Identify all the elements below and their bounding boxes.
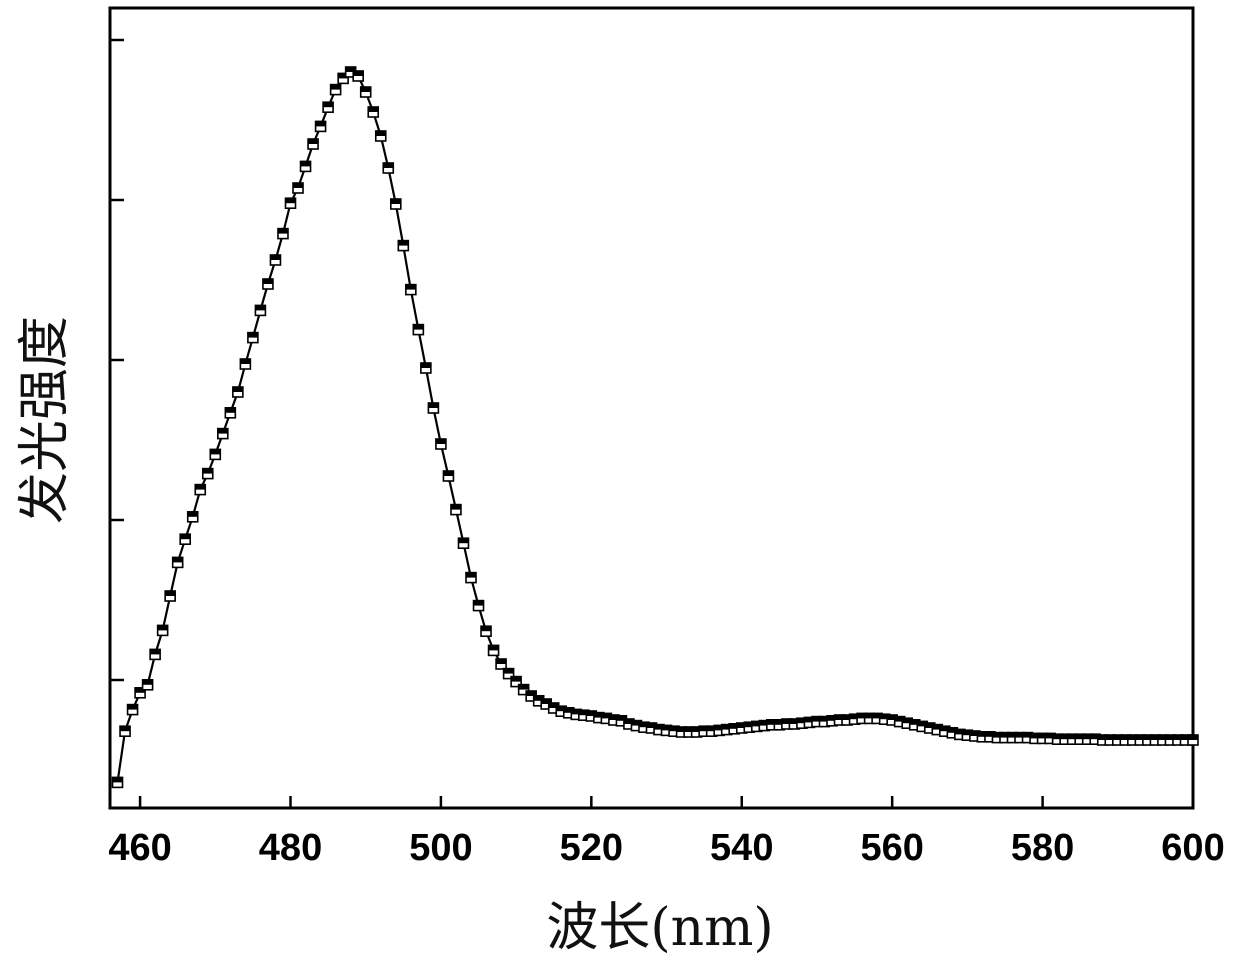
- data-point: [173, 557, 183, 567]
- data-point: [210, 449, 220, 459]
- data-point: [293, 183, 303, 193]
- data-point: [323, 102, 333, 112]
- x-tick-label: 600: [1161, 827, 1224, 869]
- data-point: [165, 591, 175, 601]
- data-point: [263, 279, 273, 289]
- data-point: [248, 333, 258, 343]
- series-line: [118, 72, 1194, 782]
- data-point: [316, 121, 326, 131]
- data-point: [489, 645, 499, 655]
- data-point: [255, 305, 265, 315]
- data-point: [218, 429, 228, 439]
- x-axis-title: 波长(nm): [546, 898, 773, 958]
- data-point: [301, 161, 311, 171]
- x-axis-tick-labels: 460 480 500 520 540 560 580 600: [108, 827, 1224, 869]
- data-point: [406, 285, 416, 295]
- data-point: [391, 199, 401, 209]
- data-point: [466, 573, 476, 583]
- x-tick-label: 560: [860, 827, 923, 869]
- data-point: [331, 85, 341, 95]
- data-point: [413, 325, 423, 335]
- data-point: [128, 705, 138, 715]
- x-tick-label: 520: [560, 827, 623, 869]
- data-point: [361, 87, 371, 97]
- data-point: [278, 229, 288, 239]
- data-point: [398, 241, 408, 251]
- data-point: [421, 363, 431, 373]
- y-axis-ticks: [110, 40, 124, 680]
- data-point: [143, 680, 153, 690]
- data-point: [376, 131, 386, 141]
- data-point: [286, 198, 296, 208]
- x-axis-ticks: [140, 796, 1193, 808]
- data-point: [158, 625, 168, 635]
- data-point: [113, 777, 123, 787]
- data-point: [368, 107, 378, 117]
- data-point: [240, 359, 250, 369]
- data-point: [496, 659, 506, 669]
- y-axis-title: 发光强度: [15, 316, 75, 524]
- data-point: [1188, 735, 1198, 745]
- data-point: [451, 505, 461, 515]
- data-point: [270, 255, 280, 265]
- data-point: [195, 485, 205, 495]
- x-tick-label: 500: [409, 827, 472, 869]
- x-tick-label: 540: [710, 827, 773, 869]
- plot-frame: [110, 8, 1193, 808]
- data-point: [481, 626, 491, 636]
- data-point: [353, 71, 363, 81]
- data-point: [458, 538, 468, 548]
- data-point: [203, 469, 213, 479]
- data-point: [150, 649, 160, 659]
- x-tick-label: 580: [1011, 827, 1074, 869]
- data-point: [308, 139, 318, 149]
- data-point: [120, 726, 130, 736]
- data-point: [188, 512, 198, 522]
- series-markers: [113, 67, 1198, 787]
- x-tick-label: 480: [259, 827, 322, 869]
- x-tick-label: 460: [108, 827, 171, 869]
- data-point: [436, 439, 446, 449]
- data-point: [443, 471, 453, 481]
- data-point: [225, 408, 235, 418]
- data-point: [233, 387, 243, 397]
- data-point: [474, 601, 484, 611]
- data-point: [383, 163, 393, 173]
- data-point: [428, 403, 438, 413]
- data-point: [180, 534, 190, 544]
